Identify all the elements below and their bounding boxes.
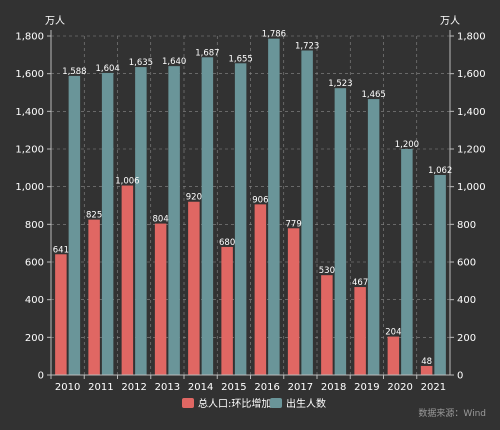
y-right-tick-label: 1,000 <box>457 182 486 193</box>
legend-swatch-population <box>182 398 194 408</box>
bar-value-label: 1,723 <box>295 42 319 52</box>
y-unit-left: 万人 <box>45 15 65 27</box>
x-tick-label: 2014 <box>188 382 213 393</box>
legend: 总人口:环比增加 出生人数 <box>182 397 326 410</box>
bar-value-label: 1,523 <box>328 79 352 89</box>
bar-value-label: 1,604 <box>95 64 119 74</box>
y-right-tick-label: 1,200 <box>457 145 486 156</box>
bar-value-label: 1,062 <box>428 166 452 176</box>
bar-population-increase <box>55 254 67 375</box>
bar-value-label: 906 <box>252 195 268 205</box>
source-note: 数据来源：Wind <box>418 407 486 419</box>
x-tick-label: 2011 <box>88 382 113 393</box>
bar-population-increase <box>354 287 366 375</box>
y-right-tick-label: 1,600 <box>457 69 486 80</box>
x-tick-label: 2016 <box>254 382 279 393</box>
bar-value-label: 530 <box>319 266 335 276</box>
bar-population-increase <box>221 246 233 375</box>
bar-births <box>168 66 180 375</box>
axes <box>47 30 454 379</box>
y-right-tick-label: 1,800 <box>457 32 486 43</box>
bar-population-increase <box>154 223 167 375</box>
x-tick-label: 2021 <box>421 382 446 393</box>
y-right-tick-label: 1,400 <box>457 107 486 118</box>
x-tick-label: 2019 <box>354 382 379 393</box>
bar-value-label: 1,635 <box>129 58 153 68</box>
bar-population-increase <box>287 228 300 375</box>
legend-label-births: 出生人数 <box>286 397 326 410</box>
legend-label-population: 总人口:环比增加 <box>198 397 271 410</box>
legend-swatch-births <box>270 398 282 408</box>
bar-births <box>268 38 280 376</box>
y-left-tick-label: 200 <box>25 333 44 344</box>
bar-births <box>434 174 446 375</box>
bar-births <box>68 75 81 375</box>
bar-value-label: 204 <box>385 328 401 338</box>
y-right-tick-label: 200 <box>457 333 476 344</box>
y-right-tick-label: 800 <box>457 220 476 231</box>
y-left-tick-label: 800 <box>25 220 44 231</box>
bar-population-increase <box>321 275 333 375</box>
bar-population-increase <box>420 365 433 375</box>
bar-births <box>334 88 347 375</box>
y-left-tick-label: 0 <box>38 371 44 382</box>
bar-value-label: 804 <box>153 215 169 225</box>
x-tick-label: 2013 <box>155 382 180 393</box>
y-left-tick-label: 1,000 <box>15 182 44 193</box>
y-right-tick-label: 400 <box>457 295 476 306</box>
bar-population-increase <box>188 201 200 375</box>
x-tick-label: 2020 <box>387 382 412 393</box>
y-left-tick-label: 400 <box>25 295 44 306</box>
grid-lines <box>51 35 450 375</box>
x-tick-label: 2017 <box>288 382 313 393</box>
y-right-tick-label: 0 <box>457 371 463 382</box>
y-right-tick-label: 600 <box>457 258 476 269</box>
y-unit-right: 万人 <box>440 15 460 27</box>
bar-value-label: 779 <box>286 219 302 229</box>
bar-value-label: 48 <box>421 357 432 367</box>
bar-births <box>401 149 413 375</box>
y-left-tick-label: 1,600 <box>15 69 44 80</box>
bar-population-increase <box>88 219 100 375</box>
labels: 0 0 200 200 400 400 600 600 800 800 1,000 1,000 1,20… <box>15 30 485 393</box>
bar-births <box>201 57 214 375</box>
x-tick-label: 2012 <box>121 382 146 393</box>
bar-value-label: 1,786 <box>262 30 286 40</box>
bar-population-increase <box>121 185 134 375</box>
y-left-tick-label: 1,800 <box>15 32 44 43</box>
bar-value-label: 1,465 <box>361 90 385 100</box>
bars <box>55 38 446 376</box>
bar-value-label: 1,655 <box>228 54 252 64</box>
x-tick-label: 2018 <box>321 382 346 393</box>
bar-value-label: 1,006 <box>115 177 139 187</box>
y-left-tick-label: 1,200 <box>15 145 44 156</box>
bar-value-label: 467 <box>352 278 368 288</box>
x-tick-label: 2015 <box>221 382 246 393</box>
bar-population-increase <box>254 204 267 375</box>
bar-births <box>135 67 147 375</box>
bar-births <box>234 63 247 375</box>
x-tick-label: 2010 <box>55 382 80 393</box>
bar-value-label: 1,588 <box>62 67 86 77</box>
bar-population-increase <box>387 336 400 375</box>
bar-births <box>367 99 380 375</box>
bar-value-label: 680 <box>219 238 235 248</box>
bar-value-label: 1,687 <box>195 48 219 58</box>
bar-value-label: 825 <box>86 211 102 221</box>
bar-value-label: 920 <box>186 193 202 203</box>
y-left-tick-label: 600 <box>25 258 44 269</box>
bar-births <box>101 72 114 375</box>
bar-value-label: 641 <box>53 245 69 255</box>
bar-value-label: 1,200 <box>395 140 419 150</box>
bar-value-label: 1,640 <box>162 57 186 67</box>
y-left-tick-label: 1,400 <box>15 107 44 118</box>
bar-births <box>301 50 313 375</box>
